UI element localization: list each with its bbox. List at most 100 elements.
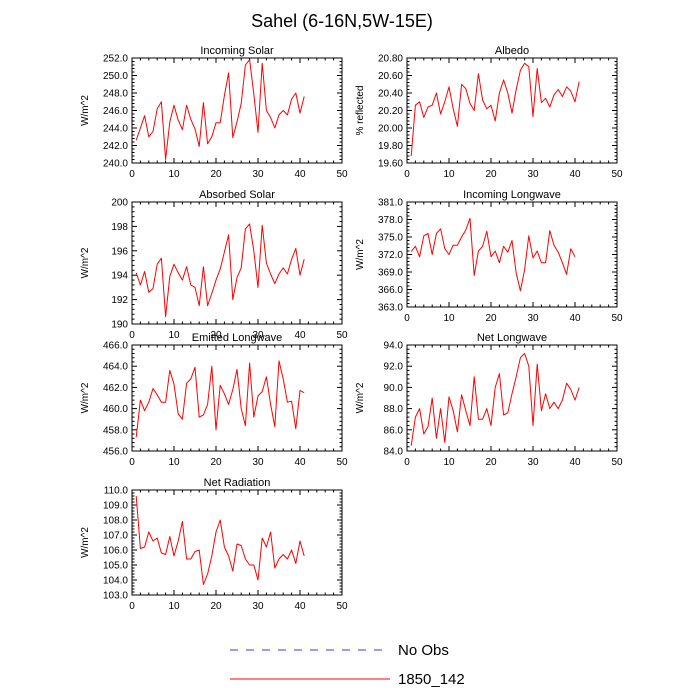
albedo-ylabel: % reflected	[355, 85, 366, 135]
albedo-ytick-label: 19.80	[378, 141, 403, 152]
albedo-xtick-label: 50	[611, 169, 623, 180]
incoming-solar-ytick-label: 240.0	[103, 159, 128, 170]
incoming-longwave-xtick-label: 50	[611, 313, 623, 324]
incoming-solar-xtick-label: 50	[336, 169, 348, 180]
absorbed-solar-xtick-label: 0	[129, 330, 135, 341]
net-radiation-ylabel: W/m^2	[80, 527, 91, 558]
net-longwave-title: Net Longwave	[477, 332, 547, 344]
emitted-longwave-ytick-label: 464.0	[103, 362, 128, 373]
net-longwave-series-1850-142	[410, 353, 580, 446]
incoming-longwave-xtick-label: 20	[485, 313, 497, 324]
net-longwave-xtick-label: 10	[443, 457, 455, 468]
emitted-longwave-xtick-label: 30	[252, 457, 264, 468]
incoming-longwave-ytick-label: 369.0	[378, 268, 403, 279]
emitted-longwave-ytick-label: 460.0	[103, 404, 128, 415]
incoming-solar-ytick-label: 244.0	[103, 124, 128, 135]
incoming-longwave-xtick-label: 10	[443, 313, 455, 324]
net-radiation-ytick-label: 106.0	[103, 546, 128, 557]
absorbed-solar-xtick-label: 50	[336, 330, 348, 341]
net-longwave-ytick-label: 90.0	[384, 383, 404, 394]
absorbed-solar-ytick-label: 196	[111, 246, 128, 257]
incoming-solar-ytick-label: 246.0	[103, 106, 128, 117]
net-longwave-xtick-label: 20	[485, 457, 497, 468]
incoming-longwave-title: Incoming Longwave	[463, 189, 561, 201]
incoming-longwave-ytick-label: 378.0	[378, 215, 403, 226]
albedo-title: Albedo	[495, 45, 529, 57]
absorbed-solar-xtick-label: 30	[252, 330, 264, 341]
incoming-longwave-ytick-label: 375.0	[378, 233, 403, 244]
albedo-ytick-label: 20.80	[378, 54, 403, 65]
absorbed-solar-title: Absorbed Solar	[199, 189, 275, 201]
panel-net-radiation: Net Radiation W/m^2 0 10 20 30 40 50 103.0 104.0 1…	[80, 477, 348, 612]
incoming-solar-plot-frame	[131, 57, 343, 164]
panel-absorbed-solar: Absorbed Solar W/m^2 0 10 20 30 40 50 190 192 194 1…	[80, 189, 348, 341]
net-radiation-xtick-label: 50	[336, 601, 348, 612]
incoming-solar-xtick-label: 0	[129, 169, 135, 180]
panel-emitted-longwave: Emitted Longwave W/m^2 0 10 20 30 40 50 456.0 458…	[80, 332, 348, 468]
net-radiation-xtick-label: 40	[294, 601, 306, 612]
emitted-longwave-ytick-label: 462.0	[103, 383, 128, 394]
incoming-solar-ytick-label: 252.0	[103, 54, 128, 65]
emitted-longwave-ytick-label: 466.0	[103, 341, 128, 352]
incoming-solar-xtick-label: 20	[210, 169, 222, 180]
incoming-solar-ytick-label: 248.0	[103, 89, 128, 100]
panel-albedo: Albedo % reflected 0 10 20 30 40 50 19.60 19.80 20…	[355, 45, 623, 180]
incoming-solar-series-1850-142	[135, 59, 305, 160]
albedo-ytick-label: 19.60	[378, 159, 403, 170]
absorbed-solar-xtick-label: 40	[294, 330, 306, 341]
net-longwave-ytick-label: 94.0	[384, 341, 404, 352]
net-longwave-xtick-label: 30	[527, 457, 539, 468]
incoming-longwave-ytick-label: 366.0	[378, 285, 403, 296]
legend-label-no-obs: No Obs	[398, 642, 449, 659]
net-longwave-ytick-label: 88.0	[384, 404, 404, 415]
panels: Incoming Solar W/m^2 0 10 20 30 40 50 240.0 242.0…	[80, 45, 623, 612]
albedo-xtick-label: 40	[569, 169, 581, 180]
net-radiation-ytick-label: 105.0	[103, 561, 128, 572]
emitted-longwave-ytick-label: 456.0	[103, 447, 128, 458]
panel-net-longwave: Net Longwave W/m^2 0 10 20 30 40 50 84.0 86.0 88.0…	[355, 332, 623, 468]
incoming-solar-ytick-label: 250.0	[103, 71, 128, 82]
net-radiation-xtick-label: 30	[252, 601, 264, 612]
absorbed-solar-ytick-label: 198	[111, 222, 128, 233]
incoming-solar-title: Incoming Solar	[200, 45, 274, 57]
emitted-longwave-xtick-label: 40	[294, 457, 306, 468]
incoming-solar-ytick-label: 242.0	[103, 141, 128, 152]
absorbed-solar-xtick-label: 10	[168, 330, 180, 341]
legend: No Obs 1850_142	[230, 642, 465, 688]
net-longwave-plot-frame	[406, 344, 618, 452]
albedo-xtick-label: 10	[443, 169, 455, 180]
emitted-longwave-series-1850-142	[135, 360, 305, 438]
net-longwave-xtick-label: 50	[611, 457, 623, 468]
absorbed-solar-ytick-label: 190	[111, 320, 128, 331]
absorbed-solar-plot-frame	[131, 201, 343, 325]
albedo-xtick-label: 0	[404, 169, 410, 180]
net-radiation-xtick-label: 10	[168, 601, 180, 612]
absorbed-solar-ytick-label: 200	[111, 198, 128, 209]
incoming-solar-xtick-label: 40	[294, 169, 306, 180]
albedo-ytick-label: 20.00	[378, 124, 403, 135]
absorbed-solar-xtick-label: 20	[210, 330, 222, 341]
page-title: Sahel (6-16N,5W-15E)	[251, 11, 433, 31]
legend-label-1850-142: 1850_142	[398, 671, 465, 688]
incoming-longwave-xtick-label: 0	[404, 313, 410, 324]
net-radiation-ytick-label: 104.0	[103, 576, 128, 587]
net-longwave-xtick-label: 40	[569, 457, 581, 468]
net-radiation-plot-frame	[131, 489, 343, 596]
incoming-longwave-xtick-label: 40	[569, 313, 581, 324]
net-radiation-ytick-label: 110.0	[104, 486, 129, 497]
net-longwave-ytick-label: 86.0	[384, 425, 404, 436]
absorbed-solar-ytick-label: 194	[111, 271, 128, 282]
emitted-longwave-xtick-label: 50	[336, 457, 348, 468]
net-radiation-ytick-label: 107.0	[103, 531, 128, 542]
net-radiation-xtick-label: 20	[210, 601, 222, 612]
net-longwave-xtick-label: 0	[404, 457, 410, 468]
net-longwave-ylabel: W/m^2	[355, 382, 366, 413]
emitted-longwave-ytick-label: 458.0	[103, 425, 128, 436]
net-radiation-ytick-label: 108.0	[103, 516, 128, 527]
incoming-longwave-xtick-label: 30	[527, 313, 539, 324]
net-radiation-ytick-label: 109.0	[103, 501, 128, 512]
albedo-ytick-label: 20.20	[378, 106, 403, 117]
emitted-longwave-xtick-label: 10	[168, 457, 180, 468]
emitted-longwave-title: Emitted Longwave	[192, 332, 283, 344]
